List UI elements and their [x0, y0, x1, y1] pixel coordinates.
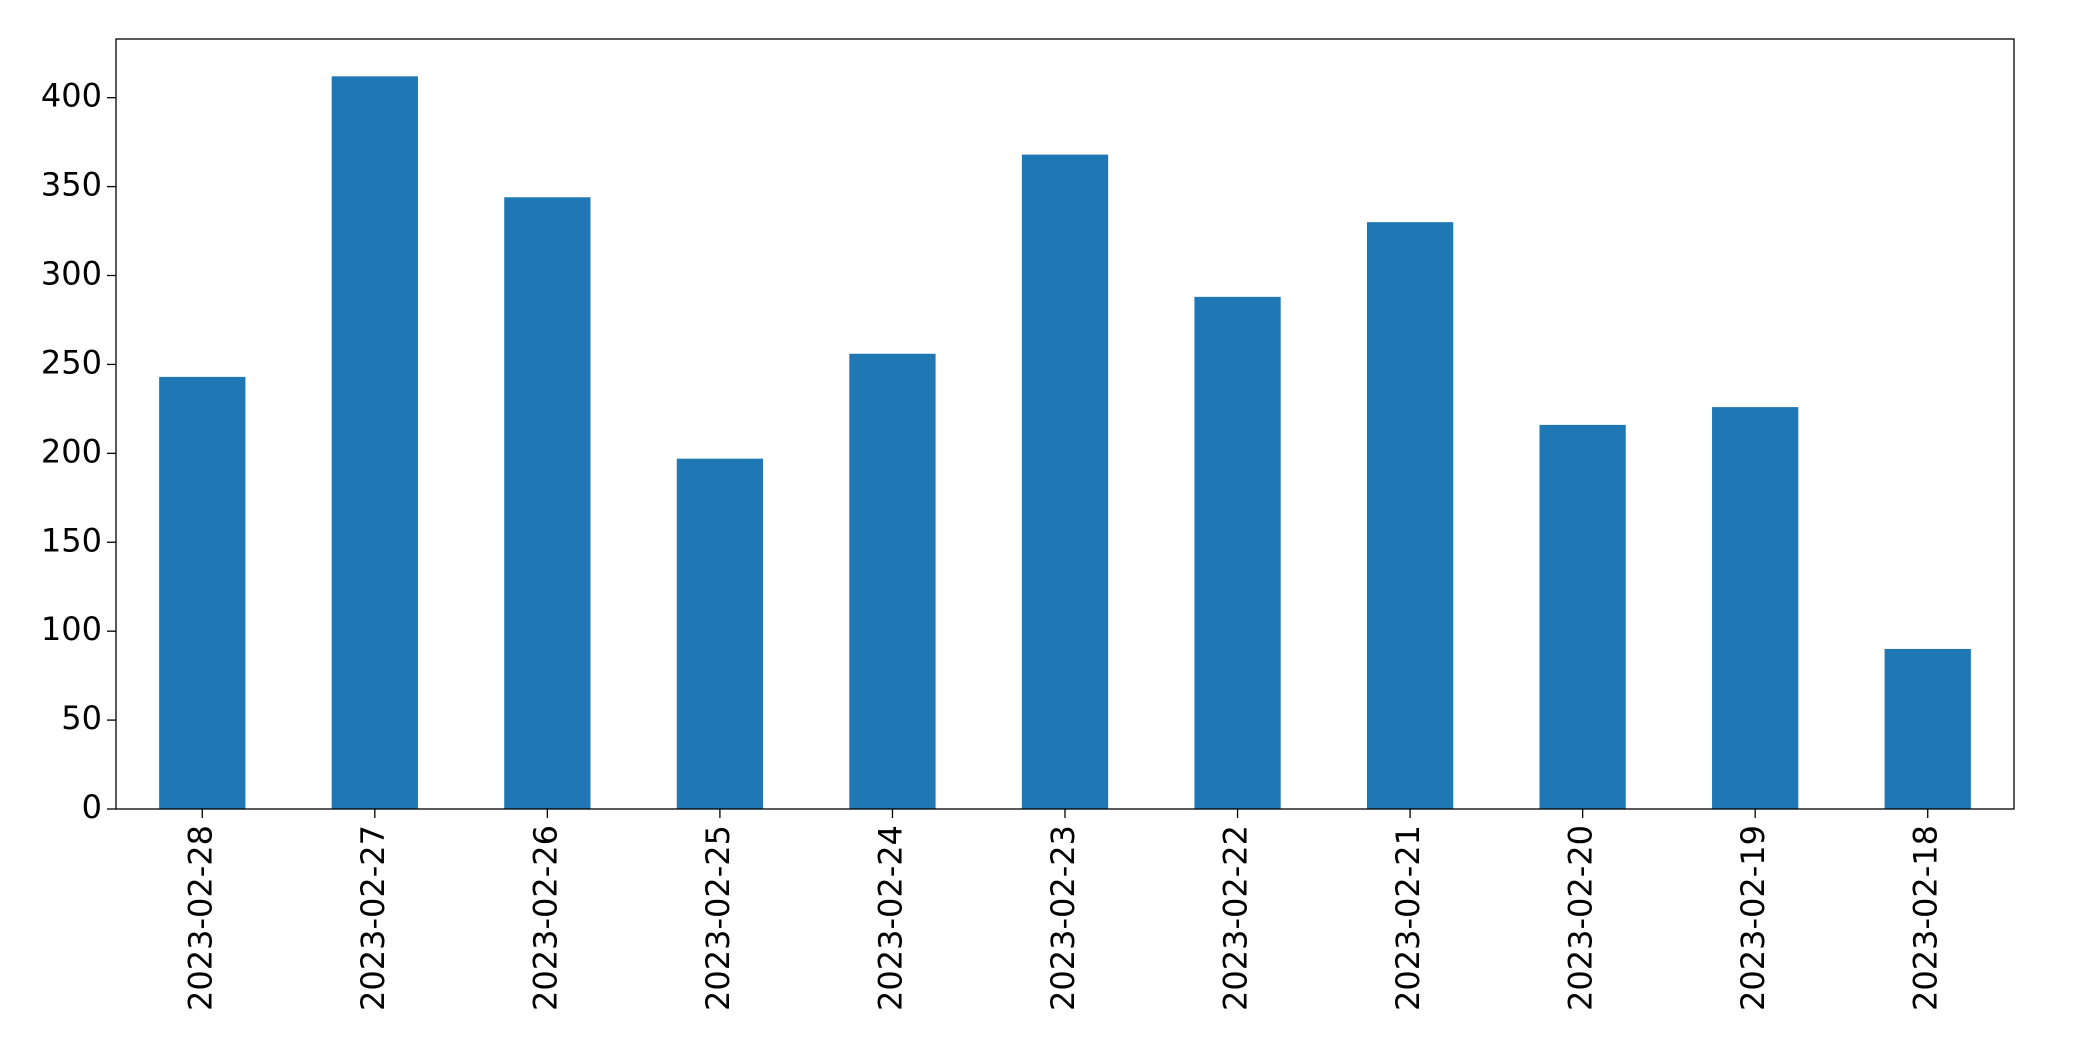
y-tick-label: 150	[41, 521, 102, 559]
y-tick-label: 300	[41, 255, 102, 293]
bar	[504, 197, 591, 810]
bar	[331, 76, 418, 809]
x-tick-label: 2023-02-24	[871, 825, 909, 1011]
x-tick-label: 2023-02-22	[1217, 825, 1255, 1011]
bar	[676, 458, 764, 809]
x-tick-label: 2023-02-18	[1907, 825, 1945, 1011]
x-tick-label: 2023-02-21	[1389, 825, 1427, 1011]
x-tick-label: 2023-02-23	[1044, 825, 1082, 1011]
y-tick-label: 250	[41, 343, 102, 381]
bar	[1712, 407, 1799, 809]
y-tick-label: 0	[82, 788, 102, 826]
x-tick-label: 2023-02-20	[1562, 825, 1600, 1011]
plot-frame	[115, 38, 2015, 810]
bar	[849, 353, 936, 809]
bar	[1021, 154, 1109, 809]
bar	[1539, 424, 1626, 809]
bar	[1884, 648, 1971, 809]
y-tick-label: 100	[41, 610, 102, 648]
bar	[1366, 222, 1454, 810]
y-tick-label: 200	[41, 432, 102, 470]
bar	[159, 376, 246, 809]
x-tick-label: 2023-02-27	[354, 825, 392, 1011]
x-tick-label: 2023-02-19	[1734, 825, 1772, 1011]
x-tick-label: 2023-02-26	[526, 825, 564, 1011]
y-tick-label: 400	[41, 77, 102, 115]
x-tick-label: 2023-02-28	[181, 825, 219, 1011]
y-tick-label: 50	[61, 699, 102, 737]
x-tick-label: 2023-02-25	[699, 825, 737, 1011]
y-tick-label: 350	[41, 166, 102, 204]
bar	[1194, 296, 1281, 810]
